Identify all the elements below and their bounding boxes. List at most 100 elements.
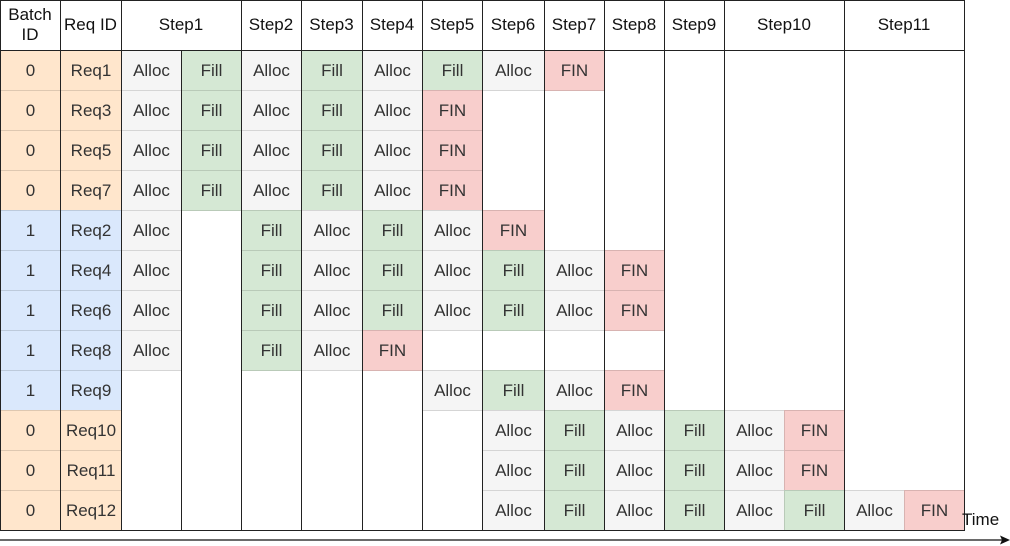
req-id: Req1 — [60, 50, 122, 91]
column-line — [664, 0, 665, 531]
step-cell: Fill — [181, 50, 242, 91]
batch-id: 0 — [0, 50, 61, 91]
column-line — [964, 0, 965, 531]
step-cell: Alloc — [241, 50, 302, 91]
step-cell: Fill — [241, 290, 302, 331]
column-header: Step2 — [248, 15, 294, 34]
req-id: Req7 — [60, 170, 122, 211]
step-cell: Fill — [362, 250, 423, 291]
step-cell: Alloc — [482, 50, 545, 91]
req-id: Req3 — [60, 90, 122, 131]
column-line — [181, 50, 182, 530]
req-id: Req12 — [60, 490, 122, 531]
step-cell: Alloc — [241, 90, 302, 131]
step-cell: Fill — [241, 330, 302, 371]
step-cell: Alloc — [422, 290, 483, 331]
step-cell: Alloc — [604, 490, 665, 531]
step-cell: FIN — [784, 410, 845, 451]
step-cell: FIN — [604, 290, 665, 331]
step-cell: Alloc — [121, 50, 182, 91]
step-cell: Alloc — [844, 490, 905, 531]
column-line — [544, 0, 545, 531]
time-arrow — [0, 535, 1010, 545]
column-line — [0, 0, 1, 531]
step-cell: Alloc — [241, 170, 302, 211]
step-cell: Fill — [664, 450, 725, 491]
step-cell: FIN — [482, 210, 545, 251]
column-header: Step11 — [877, 15, 931, 34]
step-cell: Alloc — [604, 410, 665, 451]
step-cell: Fill — [482, 250, 545, 291]
step-cell: Alloc — [121, 170, 182, 211]
step-cell: FIN — [422, 90, 483, 131]
step-cell: Fill — [181, 90, 242, 131]
step-cell: Alloc — [724, 490, 785, 531]
step-cell: Alloc — [362, 90, 423, 131]
step-cell: Alloc — [482, 410, 545, 451]
step-cell: Fill — [301, 90, 363, 131]
column-line — [422, 0, 423, 531]
header-line — [0, 0, 965, 1]
step-cell: Fill — [664, 490, 725, 531]
req-id: Req8 — [60, 330, 122, 371]
column-header: Step9 — [671, 15, 717, 34]
step-cell: Alloc — [544, 290, 605, 331]
batch-id: 1 — [0, 330, 61, 371]
column-line — [724, 0, 725, 531]
step-cell: Alloc — [121, 250, 182, 291]
step-cell: Alloc — [604, 450, 665, 491]
step-cell: Fill — [544, 450, 605, 491]
batch-id: 0 — [0, 450, 61, 491]
step-cell: Alloc — [724, 410, 785, 451]
column-header: Step7 — [551, 15, 597, 34]
column-header: Step4 — [369, 15, 415, 34]
column-line — [121, 0, 122, 531]
column-line — [482, 0, 483, 531]
column-line — [604, 0, 605, 531]
column-header: Step3 — [309, 15, 354, 34]
step-cell: Fill — [422, 50, 483, 91]
step-cell: FIN — [544, 50, 605, 91]
step-cell: Alloc — [724, 450, 785, 491]
step-cell: Alloc — [121, 210, 182, 251]
step-cell: Alloc — [422, 250, 483, 291]
step-cell: Alloc — [544, 250, 605, 291]
batch-id: 1 — [0, 290, 61, 331]
column-header: Step8 — [611, 15, 657, 34]
column-header: Step5 — [429, 15, 475, 34]
column-header: Step6 — [490, 15, 536, 34]
column-header: Batch ID — [8, 5, 52, 44]
req-id: Req11 — [60, 450, 122, 491]
step-cell: Alloc — [362, 50, 423, 91]
step-cell: Fill — [362, 210, 423, 251]
batch-id: 1 — [0, 370, 61, 411]
step-cell: Alloc — [241, 130, 302, 171]
column-line — [60, 0, 61, 531]
step-cell: Alloc — [362, 170, 423, 211]
step-cell: Fill — [784, 490, 845, 531]
column-line — [241, 0, 242, 531]
column-line — [362, 0, 363, 531]
batch-id: 1 — [0, 250, 61, 291]
column-line — [301, 0, 302, 531]
batch-id: 0 — [0, 170, 61, 211]
step-cell: Alloc — [121, 90, 182, 131]
step-cell: Alloc — [121, 290, 182, 331]
step-cell: Fill — [241, 250, 302, 291]
step-cell: Alloc — [544, 370, 605, 411]
req-id: Req6 — [60, 290, 122, 331]
step-cell: Fill — [301, 50, 363, 91]
step-cell: Alloc — [301, 290, 363, 331]
step-cell: Alloc — [482, 490, 545, 531]
step-cell: Alloc — [482, 450, 545, 491]
req-id: Req4 — [60, 250, 122, 291]
step-cell: Fill — [664, 410, 725, 451]
column-header: Req ID — [64, 15, 117, 34]
step-cell: FIN — [604, 250, 665, 291]
step-cell: Alloc — [301, 250, 363, 291]
step-cell: FIN — [422, 130, 483, 171]
step-cell: Fill — [544, 490, 605, 531]
step-cell: Alloc — [121, 130, 182, 171]
step-cell: Fill — [301, 130, 363, 171]
